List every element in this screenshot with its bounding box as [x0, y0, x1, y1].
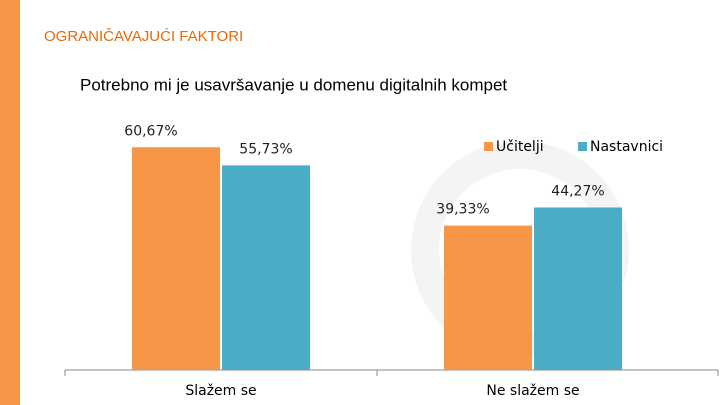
data-label: 44,27%	[551, 183, 604, 199]
legend-label: Učitelji	[496, 139, 544, 155]
legend-swatch	[484, 142, 493, 151]
x-tick-label: Slažem se	[185, 383, 256, 399]
bar	[222, 165, 310, 370]
bar	[132, 147, 220, 370]
side-strip	[0, 0, 20, 405]
title-box	[38, 20, 270, 52]
legend-label: Nastavnici	[590, 139, 663, 155]
x-tick-label: Ne slažem se	[486, 383, 579, 399]
legend-swatch	[578, 142, 587, 151]
slide-title: OGRANIČAVAJUĆI FAKTORI	[44, 28, 243, 45]
bar	[444, 225, 532, 370]
bar	[534, 207, 622, 370]
data-label: 55,73%	[239, 141, 292, 157]
data-label: 60,67%	[124, 123, 177, 139]
chart-title: Potrebno mi je usavršavanje u domenu dig…	[80, 75, 507, 94]
data-label: 39,33%	[436, 202, 489, 218]
